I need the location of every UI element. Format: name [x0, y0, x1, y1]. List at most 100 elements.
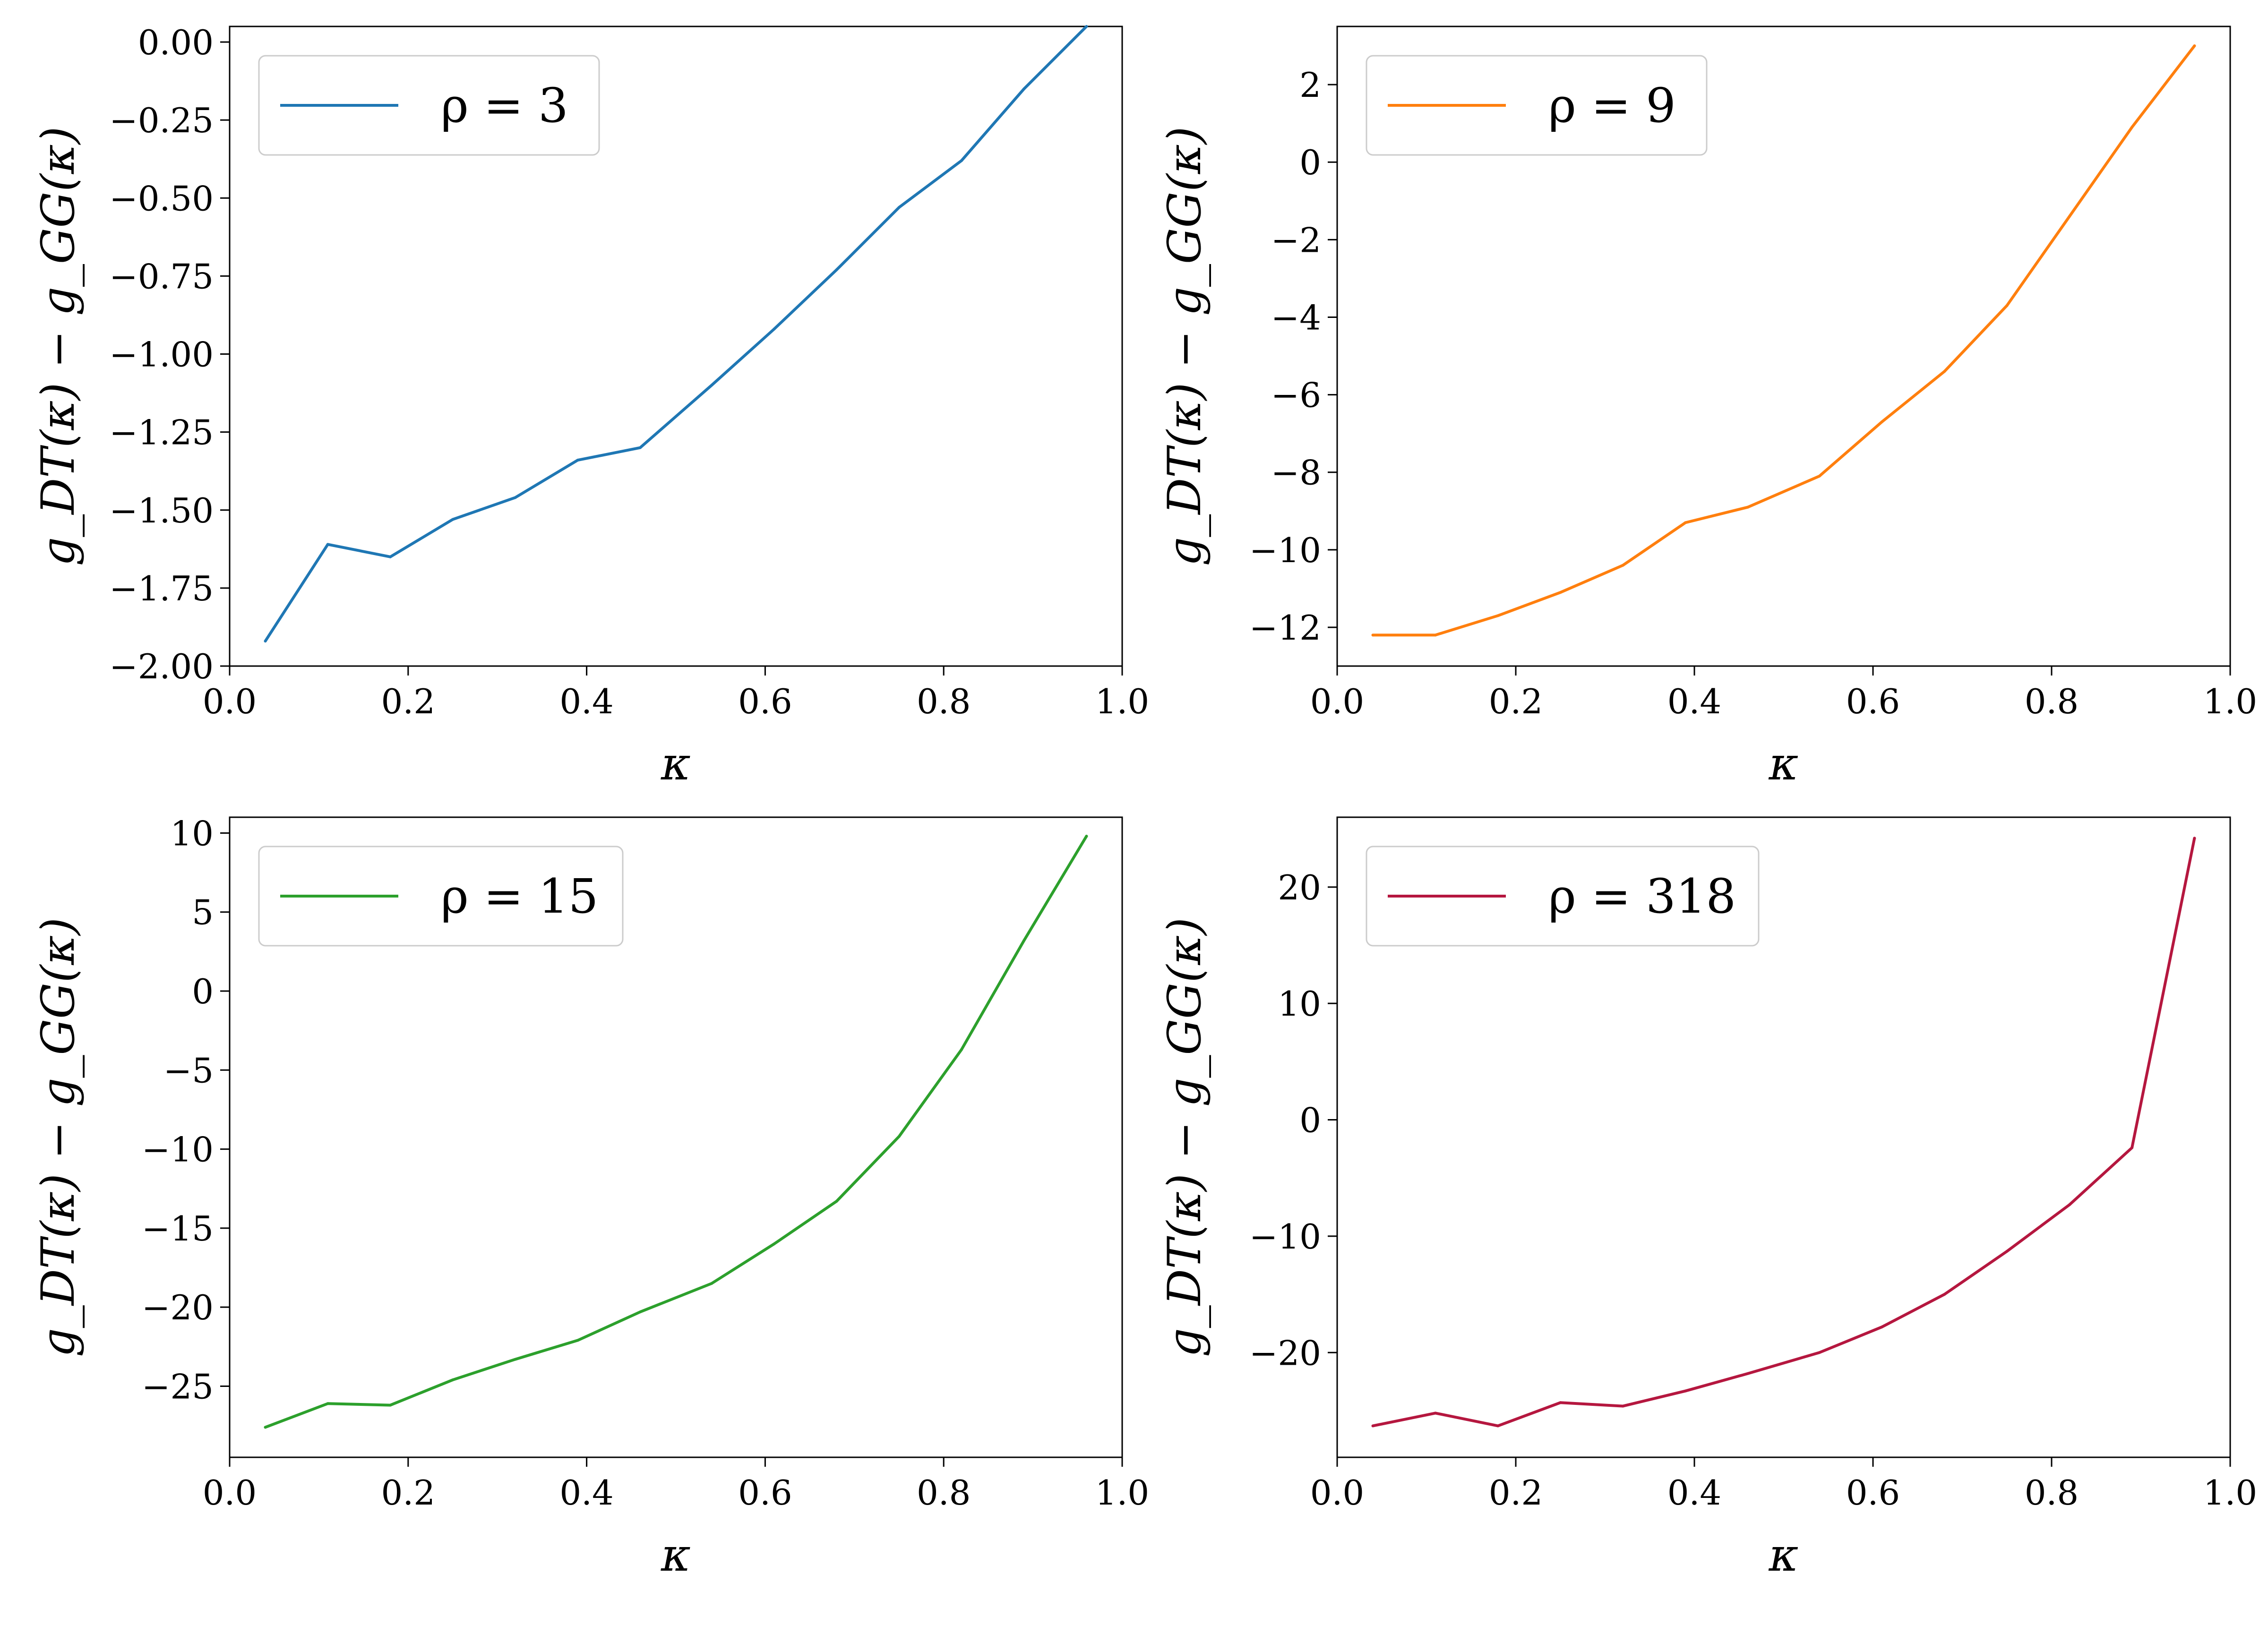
data-point: [1022, 87, 1026, 91]
data-point: [897, 1135, 901, 1138]
data-point: [1434, 1411, 1437, 1415]
series-line: [264, 835, 1088, 1429]
data-point: [2193, 837, 2196, 840]
x-axis-label: κ: [661, 737, 691, 790]
data-point: [1085, 835, 1088, 838]
chart-panel-3: 0.0 0.2 0.4 0.6 0.8 1.0 10 5 0 −5 −10 −15 −20 −25 κ g_D…: [32, 813, 1149, 1582]
data-point: [835, 1200, 838, 1203]
data-point: [1496, 614, 1500, 617]
legend-box: [1366, 846, 1760, 947]
data-point: [1943, 370, 1946, 373]
legend-label: ρ = 15: [441, 869, 598, 924]
x-axis-label: κ: [1769, 1529, 1799, 1582]
axes-frame: [229, 26, 1123, 667]
x-tick-label: 1.0: [2203, 1473, 2258, 1513]
x-tick-label: 0.0: [1310, 682, 1365, 721]
y-tick-label: −2.00: [109, 647, 214, 686]
x-tick-label: 0.4: [1667, 1473, 1722, 1513]
data-point: [326, 543, 329, 546]
data-point: [1880, 1326, 1883, 1329]
data-point: [897, 206, 901, 209]
data-point: [2068, 215, 2071, 218]
y-tick-label: −0.50: [109, 179, 214, 218]
data-point: [2131, 1146, 2134, 1149]
data-point: [1684, 1389, 1687, 1393]
data-point: [1559, 1401, 1562, 1404]
x-tick-label: 0.8: [917, 682, 971, 721]
data-point: [960, 1048, 963, 1051]
data-point: [389, 555, 392, 558]
legend-box: [258, 846, 624, 947]
legend-label: ρ = 9: [1548, 78, 1676, 133]
data-point: [638, 446, 642, 449]
x-tick-label: 0.4: [559, 682, 614, 721]
data-point: [576, 1339, 579, 1342]
legend-box: [258, 55, 600, 156]
x-tick-label: 1.0: [1095, 1473, 1150, 1513]
data-point: [1022, 939, 1026, 942]
y-tick-label: −5: [163, 1051, 214, 1090]
y-tick-label: −2: [1271, 220, 1321, 260]
chart-panel-1: 0.0 0.2 0.4 0.6 0.8 1.0 0.00 −0.25 −0.50 −0.75 −1.…: [32, 23, 1149, 790]
y-tick-label: −10: [1249, 1217, 1321, 1257]
series-line: [1371, 837, 2196, 1428]
data-point: [2131, 126, 2134, 129]
y-axis-label: g_DT(κ) − g_GG(κ): [32, 917, 85, 1357]
data-point: [1371, 1424, 1375, 1428]
data-point: [451, 518, 455, 521]
data-point: [326, 1402, 329, 1405]
x-tick-label: 0.6: [1846, 1473, 1900, 1513]
y-tick-label: 10: [1278, 984, 1321, 1024]
y-tick-label: −1.25: [109, 413, 214, 453]
x-tick-label: 0.8: [2025, 682, 2079, 721]
data-point: [1496, 1424, 1500, 1428]
y-tick-label: −4: [1271, 298, 1321, 337]
data-point: [1746, 1372, 1750, 1375]
data-point: [960, 159, 963, 162]
x-tick-label: 0.2: [381, 1473, 436, 1513]
y-axis-label: g_DT(κ) − g_GG(κ): [32, 127, 85, 566]
data-point: [2005, 304, 2009, 307]
data-point: [1371, 633, 1375, 637]
data-point: [514, 496, 517, 499]
x-tick-label: 1.0: [2203, 682, 2258, 721]
y-tick-label: −25: [142, 1367, 214, 1406]
x-tick-label: 0.2: [381, 682, 436, 721]
chart-panel-2: 0.0 0.2 0.4 0.6 0.8 1.0 2 0 −2 −4 −6 −8 −10 −12 κ g_DT(…: [1158, 26, 2257, 790]
data-point: [1434, 633, 1437, 637]
x-tick-label: 0.4: [559, 1473, 614, 1513]
data-point: [2068, 1203, 2071, 1206]
legend-box: [1366, 55, 1708, 156]
data-point: [2193, 44, 2196, 48]
y-tick-label: −1.00: [109, 335, 214, 375]
y-tick-label: 0: [192, 972, 214, 1011]
x-axis-label: κ: [1769, 737, 1799, 790]
y-tick-label: −20: [1249, 1333, 1321, 1373]
data-point: [1559, 591, 1562, 594]
y-tick-label: 0: [1299, 143, 1321, 182]
x-tick-label: 0.6: [738, 1473, 792, 1513]
data-point: [2005, 1249, 2009, 1253]
data-point: [514, 1358, 517, 1361]
y-tick-label: 10: [170, 813, 214, 853]
x-tick-label: 0.6: [1846, 682, 1900, 721]
data-point: [1818, 474, 1821, 478]
data-point: [1684, 521, 1687, 524]
x-tick-label: 0.8: [2025, 1473, 2079, 1513]
y-tick-label: 20: [1278, 868, 1321, 907]
x-tick-label: 1.0: [1095, 682, 1150, 721]
data-point: [1085, 25, 1088, 28]
y-tick-label: −12: [1249, 608, 1321, 648]
x-tick-label: 0.6: [738, 682, 792, 721]
data-point: [1943, 1293, 1946, 1296]
x-axis-label: κ: [661, 1529, 691, 1582]
y-tick-label: −8: [1271, 453, 1321, 493]
y-tick-label: −10: [142, 1130, 214, 1170]
data-point: [264, 1426, 267, 1429]
data-point: [710, 384, 713, 387]
chart-panel-4: 0.0 0.2 0.4 0.6 0.8 1.0 20 10 0 −10 −20 κ g_DT(κ) − …: [1158, 816, 2258, 1582]
y-tick-label: 5: [192, 893, 214, 932]
data-point: [773, 327, 776, 331]
y-tick-label: −0.75: [109, 257, 214, 296]
